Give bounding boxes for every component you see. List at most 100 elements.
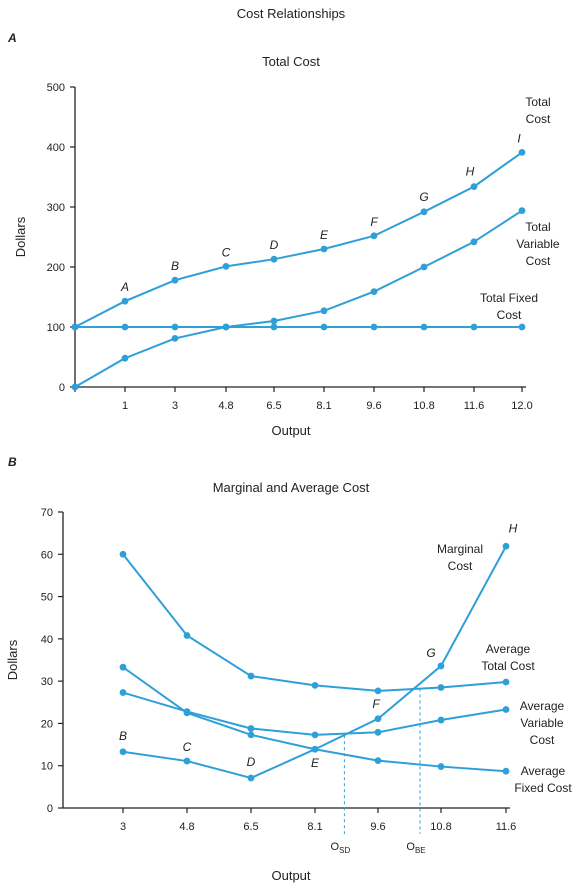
panel-a-total-cost: A Total Cost 0 100 200 300 400 500 1 3 4.8 6.5 8.1 9.… [7,31,560,438]
data-point [270,317,278,325]
x-tick-label: 8.1 [307,821,322,833]
data-point [171,323,179,331]
data-point [502,678,510,686]
marker-label: OSD [331,841,351,855]
x-tick-label: 3 [120,821,126,833]
series-label: Total [525,220,550,234]
data-point [71,383,79,391]
data-point [518,207,526,215]
data-point [374,687,382,695]
data-point [420,208,428,216]
series-line [74,209,523,388]
point-label: F [372,697,380,711]
data-point [374,715,382,723]
x-tick-label: 10.8 [413,400,434,412]
series-label: Cost [530,733,555,747]
data-point [270,255,278,263]
series-label: Fixed Cost [514,781,572,795]
series-label: Cost [526,254,551,268]
data-point [502,542,510,550]
data-point [518,149,526,156]
data-point [171,335,179,342]
data-point [370,232,378,240]
data-point [320,307,328,315]
x-axis-label: Output [271,423,310,438]
data-point [222,323,230,331]
point-label: E [320,228,329,242]
x-tick-label: 11.6 [496,821,517,833]
y-tick-label: 30 [41,676,53,688]
x-tick-label: 9.6 [366,400,381,412]
point-label: G [426,646,435,660]
figure-title: Cost Relationships [237,6,346,21]
data-point [311,745,319,753]
series-line [122,691,507,736]
x-tick-label: 11.6 [464,400,485,412]
y-tick-label: 70 [41,507,53,519]
data-point [374,757,382,765]
data-point [119,689,127,696]
y-tick-label: 20 [41,718,53,730]
y-tick-label: 40 [41,634,53,646]
data-point [121,354,129,362]
x-tick-label: 6.5 [243,821,258,833]
point-label: B [171,259,179,273]
data-point [470,183,478,191]
marker-label-subscript: BE [415,846,426,855]
data-point [247,731,255,739]
data-point [437,684,445,691]
x-axis-label: Output [271,868,310,883]
y-tick-label: 300 [47,202,65,214]
series-line [122,545,507,780]
data-point [470,238,478,246]
data-point [518,323,526,331]
y-tick-label: 0 [47,803,53,815]
x-tick-label: 8.1 [316,400,331,412]
y-tick-label: 400 [47,142,65,154]
series-label: Marginal [437,542,483,556]
point-label: I [517,131,521,145]
point-label: F [370,215,378,229]
panel-b-marginal-average-cost: B Marginal and Average Cost 0 10 20 30 40 50 60 7… [5,455,572,883]
series-label: Variable [520,716,563,730]
series-label: Total [525,95,550,109]
data-point [247,725,255,732]
panel-title: Total Cost [262,54,320,69]
y-tick-label: 60 [41,549,53,561]
data-point [320,245,328,253]
y-tick-label: 10 [41,761,53,773]
data-point [247,774,255,782]
series-label: Average [486,642,531,656]
data-point [171,276,179,284]
marker-label-subscript: SD [339,846,350,855]
panel-title: Marginal and Average Cost [213,480,370,495]
series-line [122,553,507,692]
data-point [420,263,428,271]
series-label: Cost [497,308,522,322]
y-axis-label: Dollars [13,216,28,257]
x-tick-label: 9.6 [370,821,385,833]
series-label: Total Cost [481,659,535,673]
point-label: C [183,740,192,754]
point-label: H [509,521,518,535]
data-point [437,763,445,770]
y-tick-label: 50 [41,592,53,604]
data-point [183,632,191,639]
x-tick-label: 4.8 [218,400,233,412]
data-point [119,748,127,756]
data-point [183,757,191,765]
x-tick-label: 3 [172,400,178,412]
x-tick-label: 12.0 [511,400,532,412]
data-point [311,681,319,689]
data-point [370,323,378,331]
data-point [270,323,278,331]
y-tick-label: 200 [47,262,65,274]
data-point [311,731,319,739]
series-label: Average [520,699,565,713]
x-tick-label: 6.5 [266,400,281,412]
data-point [247,672,255,680]
x-tick-label: 1 [122,400,128,412]
data-point [71,323,79,331]
y-tick-label: 0 [59,382,65,394]
